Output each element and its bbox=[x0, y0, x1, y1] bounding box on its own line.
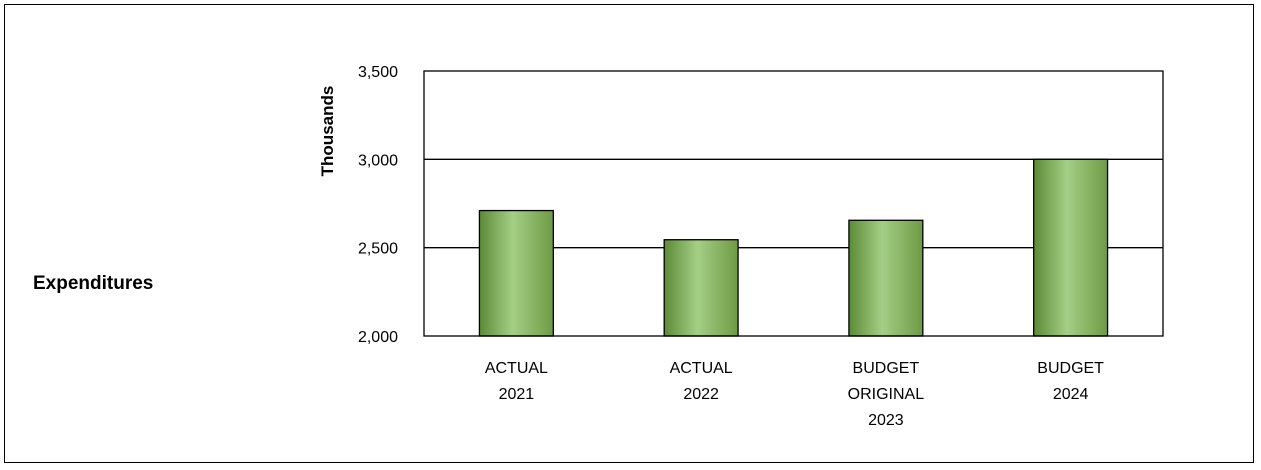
x-tick-label: BUDGET bbox=[853, 360, 920, 377]
y-tick-label: 2,000 bbox=[358, 329, 398, 346]
bar bbox=[848, 219, 924, 337]
bars bbox=[478, 158, 1109, 337]
x-tick-label: 2021 bbox=[499, 386, 535, 403]
x-tick-label: ORIGINAL bbox=[848, 386, 925, 403]
y-axis-label: Thousands bbox=[318, 86, 337, 177]
x-tick-label: BUDGET bbox=[1037, 360, 1104, 377]
bar bbox=[478, 209, 554, 337]
plot-area-border bbox=[423, 70, 1164, 337]
x-tick-label: ACTUAL bbox=[485, 360, 548, 377]
y-axis-ticks: 2,000 2,500 3,000 3,500 bbox=[358, 64, 398, 346]
x-tick-label: 2023 bbox=[868, 412, 904, 429]
y-tick-label: 3,500 bbox=[358, 64, 398, 81]
x-axis-ticks: ACTUAL 2021 ACTUAL 2022 BUDGET ORIGINAL 2023 BU… bbox=[485, 360, 1104, 429]
bar bbox=[663, 239, 739, 337]
section-label: Expenditures bbox=[33, 273, 154, 294]
y-tick-label: 3,000 bbox=[358, 152, 398, 169]
bar bbox=[1033, 158, 1109, 337]
x-tick-label: ACTUAL bbox=[670, 360, 733, 377]
x-tick-label: 2024 bbox=[1053, 386, 1089, 403]
x-tick-label: 2022 bbox=[683, 386, 719, 403]
y-tick-label: 2,500 bbox=[358, 241, 398, 258]
